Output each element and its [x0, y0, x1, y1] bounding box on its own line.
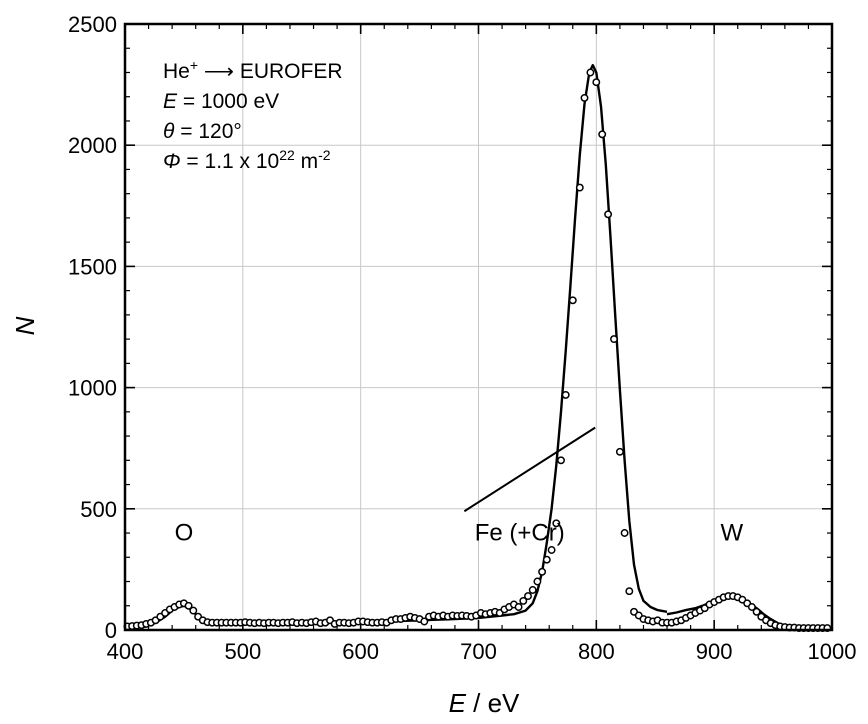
info-fluence-exp: 22 — [279, 147, 295, 163]
y-tick-label: 2500 — [68, 12, 117, 37]
info-energy-value: = 1000 eV — [177, 90, 279, 113]
info-fluence-unit: m — [295, 150, 318, 173]
info-fluence-unitexp: -2 — [318, 147, 331, 163]
grid-lines — [125, 24, 832, 630]
data-point — [538, 567, 547, 576]
info-fluence-value: = 1.1 x 10 — [181, 150, 280, 173]
info-line-angle: θ = 120° — [163, 120, 242, 143]
data-point — [568, 296, 577, 305]
data-point — [747, 603, 756, 611]
x-axis-title: E / eV — [449, 688, 520, 718]
x-tick-label: 400 — [107, 639, 144, 664]
data-point — [561, 390, 570, 399]
annotation-line-group — [463, 426, 596, 513]
plot-frame — [123, 22, 834, 632]
y-axis-title: N — [10, 316, 40, 335]
y-tick-labels: 0 500 1000 1500 2000 2500 — [68, 12, 117, 643]
info-ion-charge: + — [190, 57, 198, 73]
data-point — [519, 596, 528, 605]
info-block: He+ ⟶ EUROFER E = 1000 eV θ = 120° Φ = 1… — [163, 57, 343, 173]
info-angle-var: θ — [163, 120, 175, 143]
x-tick-label: 500 — [224, 639, 261, 664]
data-point — [552, 519, 561, 528]
x-tick-label: 1000 — [808, 639, 857, 664]
data-point — [580, 93, 589, 102]
data-point — [752, 607, 761, 616]
data-point — [528, 586, 537, 594]
peak-label-w: W — [721, 519, 744, 546]
data-point — [420, 617, 429, 626]
x-tick-label: 600 — [342, 639, 379, 664]
data-point — [547, 546, 556, 554]
y-tick-label: 0 — [105, 618, 117, 643]
info-arrow: ⟶ — [198, 60, 240, 83]
x-axis-title-unit: / eV — [466, 688, 520, 718]
data-point — [184, 601, 193, 610]
y-tick-label: 1000 — [68, 376, 117, 401]
info-fluence-var: Φ — [163, 150, 181, 173]
data-point — [615, 447, 624, 456]
y-tick-label: 2000 — [68, 133, 117, 158]
data-point — [620, 529, 629, 537]
data-point — [586, 68, 595, 77]
annotation-line — [463, 426, 596, 513]
info-target: EUROFER — [240, 60, 343, 83]
data-point — [542, 555, 551, 564]
data-point — [598, 130, 607, 139]
info-line-fluence: Φ = 1.1 x 1022 m-2 — [163, 147, 331, 173]
data-point — [610, 335, 618, 344]
info-energy-var: E — [163, 90, 178, 113]
x-tick-label: 700 — [460, 639, 497, 664]
x-tick-label: 800 — [578, 639, 615, 664]
y-tick-label: 500 — [80, 497, 117, 522]
data-point — [592, 78, 601, 87]
data-markers-group — [123, 68, 832, 633]
info-line-energy: E = 1000 eV — [163, 90, 279, 113]
data-point — [533, 577, 542, 586]
data-point — [189, 606, 198, 615]
y-tick-label: 1500 — [68, 254, 117, 279]
data-point — [604, 210, 613, 219]
x-tick-labels: 400 500 600 700 800 900 1000 — [107, 639, 857, 664]
x-axis-title-var: E — [449, 688, 467, 718]
data-point — [514, 603, 523, 611]
x-tick-label: 900 — [696, 639, 733, 664]
info-angle-value: = 120° — [174, 120, 241, 143]
peak-label-o: O — [175, 519, 194, 546]
info-ion: He — [163, 60, 190, 83]
data-point — [575, 183, 584, 192]
data-point — [557, 456, 565, 465]
data-point — [625, 587, 634, 596]
peak-label-fe: Fe (+Cr) — [475, 519, 565, 546]
info-line-ion: He+ ⟶ EUROFER — [163, 57, 343, 83]
data-point — [524, 592, 532, 601]
